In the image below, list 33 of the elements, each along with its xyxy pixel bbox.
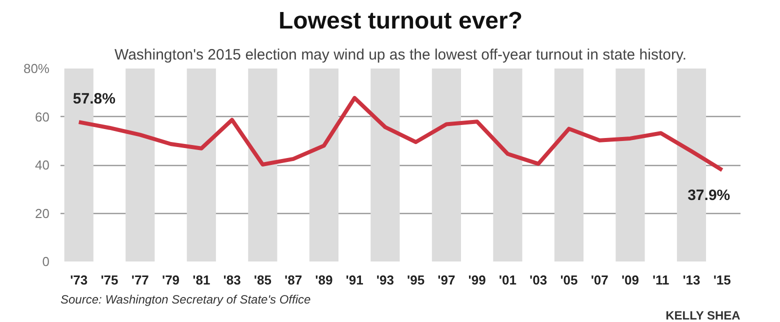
x-tick-label: '97 bbox=[438, 272, 456, 288]
x-tick-label: '05 bbox=[560, 272, 578, 288]
x-tick-label: '83 bbox=[223, 272, 241, 288]
x-tick-label: '75 bbox=[100, 272, 118, 288]
x-tick-label: '11 bbox=[652, 272, 670, 288]
annotation: 37.9% bbox=[688, 186, 730, 204]
x-tick-label: '99 bbox=[468, 272, 486, 288]
x-tick-label: '87 bbox=[284, 272, 302, 288]
x-tick-label: '81 bbox=[192, 272, 210, 288]
y-tick-label: 80% bbox=[23, 61, 50, 76]
chart-title: Lowest turnout ever? bbox=[278, 8, 523, 34]
x-tick-label: '13 bbox=[682, 272, 700, 288]
x-tick-label: '09 bbox=[621, 272, 640, 288]
y-tick-label: 40 bbox=[35, 158, 50, 172]
x-tick-label: '79 bbox=[162, 272, 180, 288]
x-tick-label: '95 bbox=[407, 272, 425, 288]
annotation: 57.8% bbox=[72, 90, 116, 108]
x-tick-label: '73 bbox=[70, 272, 88, 288]
y-tick-label: 20 bbox=[35, 206, 50, 221]
x-tick-label: '07 bbox=[590, 272, 608, 288]
x-tick-label: '77 bbox=[131, 272, 149, 288]
text: KELLY SHEA bbox=[666, 308, 741, 322]
y-tick-label: 0 bbox=[42, 254, 50, 269]
x-tick-label: '15 bbox=[713, 272, 731, 288]
chart-subtitle: Washington's 2015 election may wind up as the lowest off-year turnout in state history. bbox=[114, 46, 687, 64]
x-tick-label: '03 bbox=[530, 272, 548, 288]
y-tick-label: 60 bbox=[35, 109, 50, 124]
x-tick-label: '91 bbox=[346, 272, 364, 288]
x-tick-label: '93 bbox=[376, 272, 394, 288]
x-tick-label: '85 bbox=[254, 272, 272, 288]
x-tick-label: '01 bbox=[498, 272, 516, 288]
source-note: Source: Washington Secretary of State's Office bbox=[60, 292, 312, 306]
x-tick-label: '89 bbox=[315, 272, 333, 288]
